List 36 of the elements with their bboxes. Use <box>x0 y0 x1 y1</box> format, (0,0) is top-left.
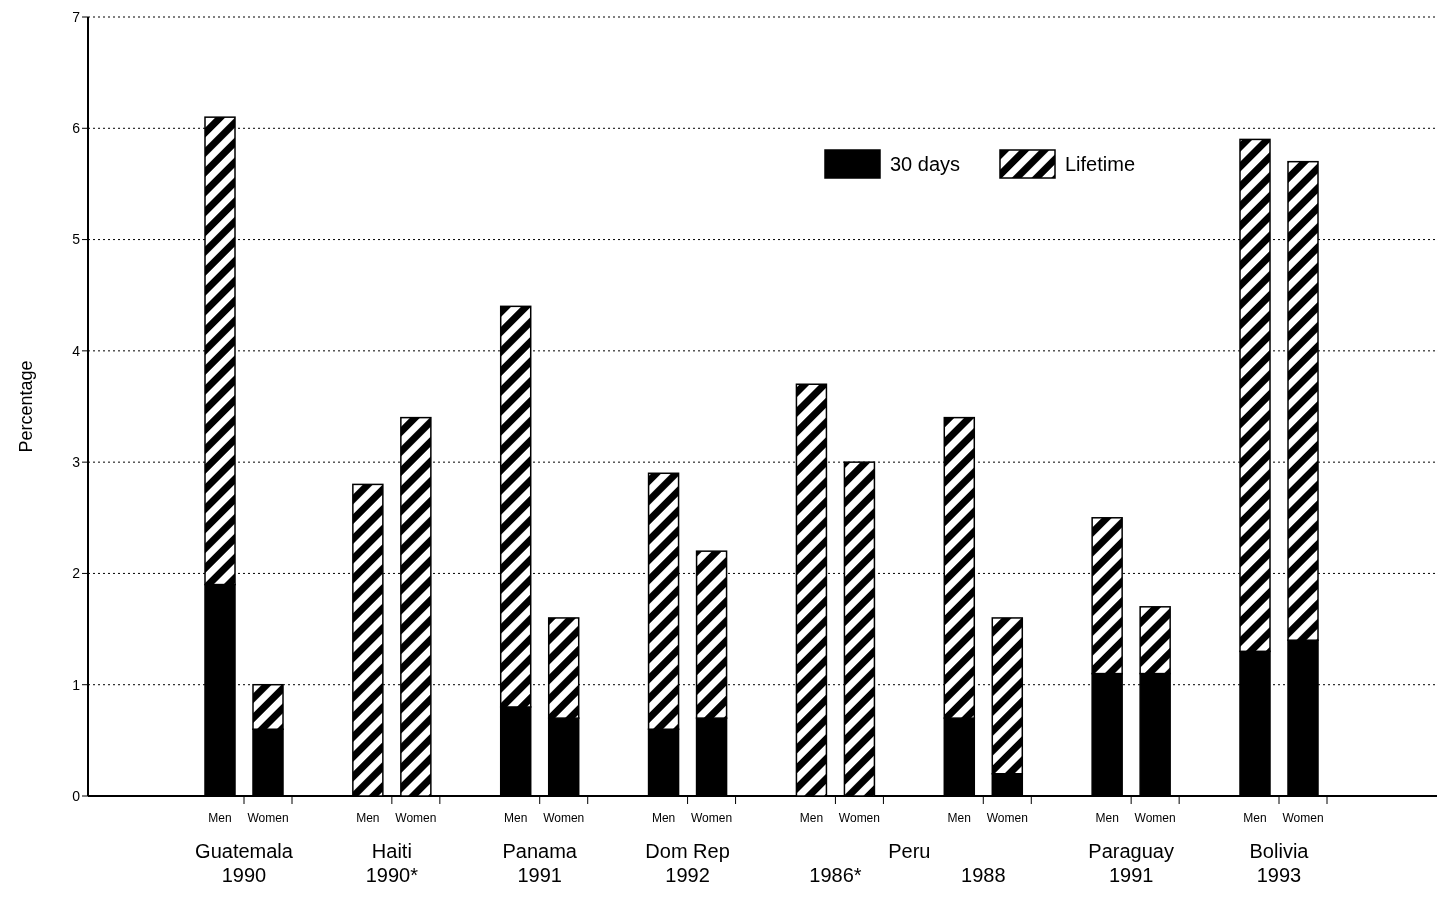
text: Haiti 1990* <box>365 840 419 886</box>
x-tick-label: Women <box>838 811 880 825</box>
y-tick-label: 7 <box>72 8 81 25</box>
legend-label: Lifetime <box>1065 153 1136 175</box>
x-tick-label: Women <box>691 811 733 825</box>
x-tick-label: Men <box>208 811 232 825</box>
x-tick-label: Women <box>247 811 289 825</box>
text: Panama 1991 <box>502 840 578 886</box>
text: 1988 <box>961 864 1006 886</box>
y-tick-label: 4 <box>72 342 81 359</box>
x-tick-label: Men <box>356 811 380 825</box>
y-tick-label: 5 <box>72 231 81 248</box>
x-tick-label: Men <box>651 811 676 825</box>
x-tick-label: Men <box>504 811 528 825</box>
x-tick-label: Women <box>986 811 1028 825</box>
x-tick-label: Women <box>543 811 585 825</box>
text: Peru <box>888 840 931 862</box>
y-tick-label: 1 <box>72 676 81 693</box>
text: Paraguay 1991 <box>1088 840 1174 886</box>
y-tick-label: 3 <box>72 454 81 471</box>
x-tick-label: Men <box>1243 811 1267 825</box>
x-tick-label: Men <box>799 811 824 825</box>
x-tick-label: Men <box>1095 811 1119 825</box>
text: Guatemala 1990 <box>195 840 294 886</box>
x-tick-label: Women <box>1282 811 1324 825</box>
y-tick-label: 2 <box>72 565 81 582</box>
text: Dom Rep 1992 <box>645 840 730 886</box>
text: Bolivia 1993 <box>1249 840 1310 886</box>
legend-label: 30 days <box>890 153 961 175</box>
y-tick-label: 0 <box>72 787 81 804</box>
y-tick-label: 6 <box>72 120 81 137</box>
x-tick-label: Women <box>1134 811 1176 825</box>
x-tick-label: Women <box>395 811 437 825</box>
x-tick-label: Men <box>947 811 971 825</box>
text: 1986* <box>809 864 862 886</box>
y-axis-title: Percentage <box>16 360 36 453</box>
